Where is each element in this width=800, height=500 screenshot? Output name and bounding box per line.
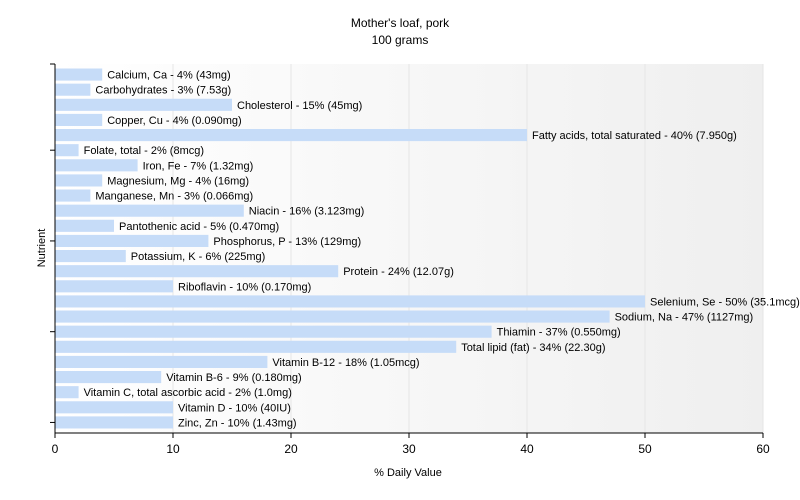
bar bbox=[55, 189, 91, 202]
bar bbox=[55, 144, 79, 157]
bar bbox=[55, 250, 126, 263]
bar bbox=[55, 219, 114, 232]
x-tick-label: 30 bbox=[402, 442, 416, 456]
bar-label: Niacin - 16% (3.123mg) bbox=[249, 206, 365, 218]
bar-label: Cholesterol - 15% (45mg) bbox=[237, 100, 362, 112]
bar bbox=[55, 98, 232, 111]
bar-label: Selenium, Se - 50% (35.1mcg) bbox=[650, 296, 800, 308]
bar bbox=[55, 355, 268, 368]
bar bbox=[55, 401, 173, 414]
bar-label: Total lipid (fat) - 34% (22.30g) bbox=[461, 342, 605, 354]
bar bbox=[55, 113, 103, 126]
chart-title: Mother's loaf, pork bbox=[351, 16, 450, 30]
bar-label: Copper, Cu - 4% (0.090mg) bbox=[107, 115, 242, 127]
y-axis-title: Nutrient bbox=[36, 229, 48, 268]
bar bbox=[55, 159, 138, 172]
x-axis-title: % Daily Value bbox=[374, 467, 442, 479]
bar-label: Potassium, K - 6% (225mg) bbox=[131, 251, 265, 263]
bar-label: Carbohydrates - 3% (7.53g) bbox=[95, 85, 231, 97]
bar-label: Zinc, Zn - 10% (1.43mg) bbox=[178, 417, 297, 429]
bar bbox=[55, 325, 492, 338]
bar-label: Pantothenic acid - 5% (0.470mg) bbox=[119, 221, 279, 233]
bar-label: Sodium, Na - 47% (1127mg) bbox=[615, 312, 754, 324]
x-tick-labels: 0 10 20 30 40 50 60 bbox=[52, 442, 770, 456]
x-tick-label: 10 bbox=[166, 442, 180, 456]
bar-labels: Calcium, Ca - 4% (43mg) Carbohydrates - 3… bbox=[84, 70, 800, 430]
bar bbox=[55, 83, 91, 96]
bar-label: Vitamin B-6 - 9% (0.180mg) bbox=[166, 372, 302, 384]
bar bbox=[55, 265, 339, 278]
bar bbox=[55, 386, 79, 399]
gridlines bbox=[172, 64, 764, 433]
x-tick-label: 0 bbox=[52, 442, 59, 456]
bar bbox=[55, 340, 457, 353]
bar-label: Protein - 24% (12.07g) bbox=[343, 266, 454, 278]
bar-label: Riboflavin - 10% (0.170mg) bbox=[178, 281, 311, 293]
bar-label: Magnesium, Mg - 4% (16mg) bbox=[107, 175, 249, 187]
bar-label: Vitamin C, total ascorbic acid - 2% (1.0… bbox=[84, 387, 292, 399]
bar bbox=[55, 204, 244, 217]
bar-label: Folate, total - 2% (8mcg) bbox=[84, 145, 204, 157]
bar bbox=[55, 68, 103, 81]
bar-label: Manganese, Mn - 3% (0.066mg) bbox=[95, 191, 253, 203]
x-tick-label: 40 bbox=[520, 442, 534, 456]
bar bbox=[55, 280, 173, 293]
x-tick-label: 60 bbox=[756, 442, 770, 456]
bar bbox=[55, 234, 209, 247]
x-tick-label: 50 bbox=[638, 442, 652, 456]
bar bbox=[55, 129, 527, 142]
chart-subtitle: 100 grams bbox=[372, 33, 429, 47]
bar-label: Iron, Fe - 7% (1.32mg) bbox=[143, 160, 254, 172]
bar-label: Vitamin D - 10% (40IU) bbox=[178, 402, 291, 414]
bar bbox=[55, 371, 162, 384]
bars bbox=[55, 68, 645, 429]
axes bbox=[50, 63, 764, 438]
bar-label: Vitamin B-12 - 18% (1.05mcg) bbox=[272, 357, 419, 369]
bar bbox=[55, 174, 103, 187]
bar-label: Phosphorus, P - 13% (129mg) bbox=[213, 236, 361, 248]
bar bbox=[55, 310, 610, 323]
bar-label: Calcium, Ca - 4% (43mg) bbox=[107, 70, 230, 82]
bar bbox=[55, 295, 645, 308]
bar-label: Thiamin - 37% (0.550mg) bbox=[497, 327, 621, 339]
bar bbox=[55, 416, 173, 429]
bar-label: Fatty acids, total saturated - 40% (7.95… bbox=[532, 130, 737, 142]
x-tick-label: 20 bbox=[284, 442, 298, 456]
